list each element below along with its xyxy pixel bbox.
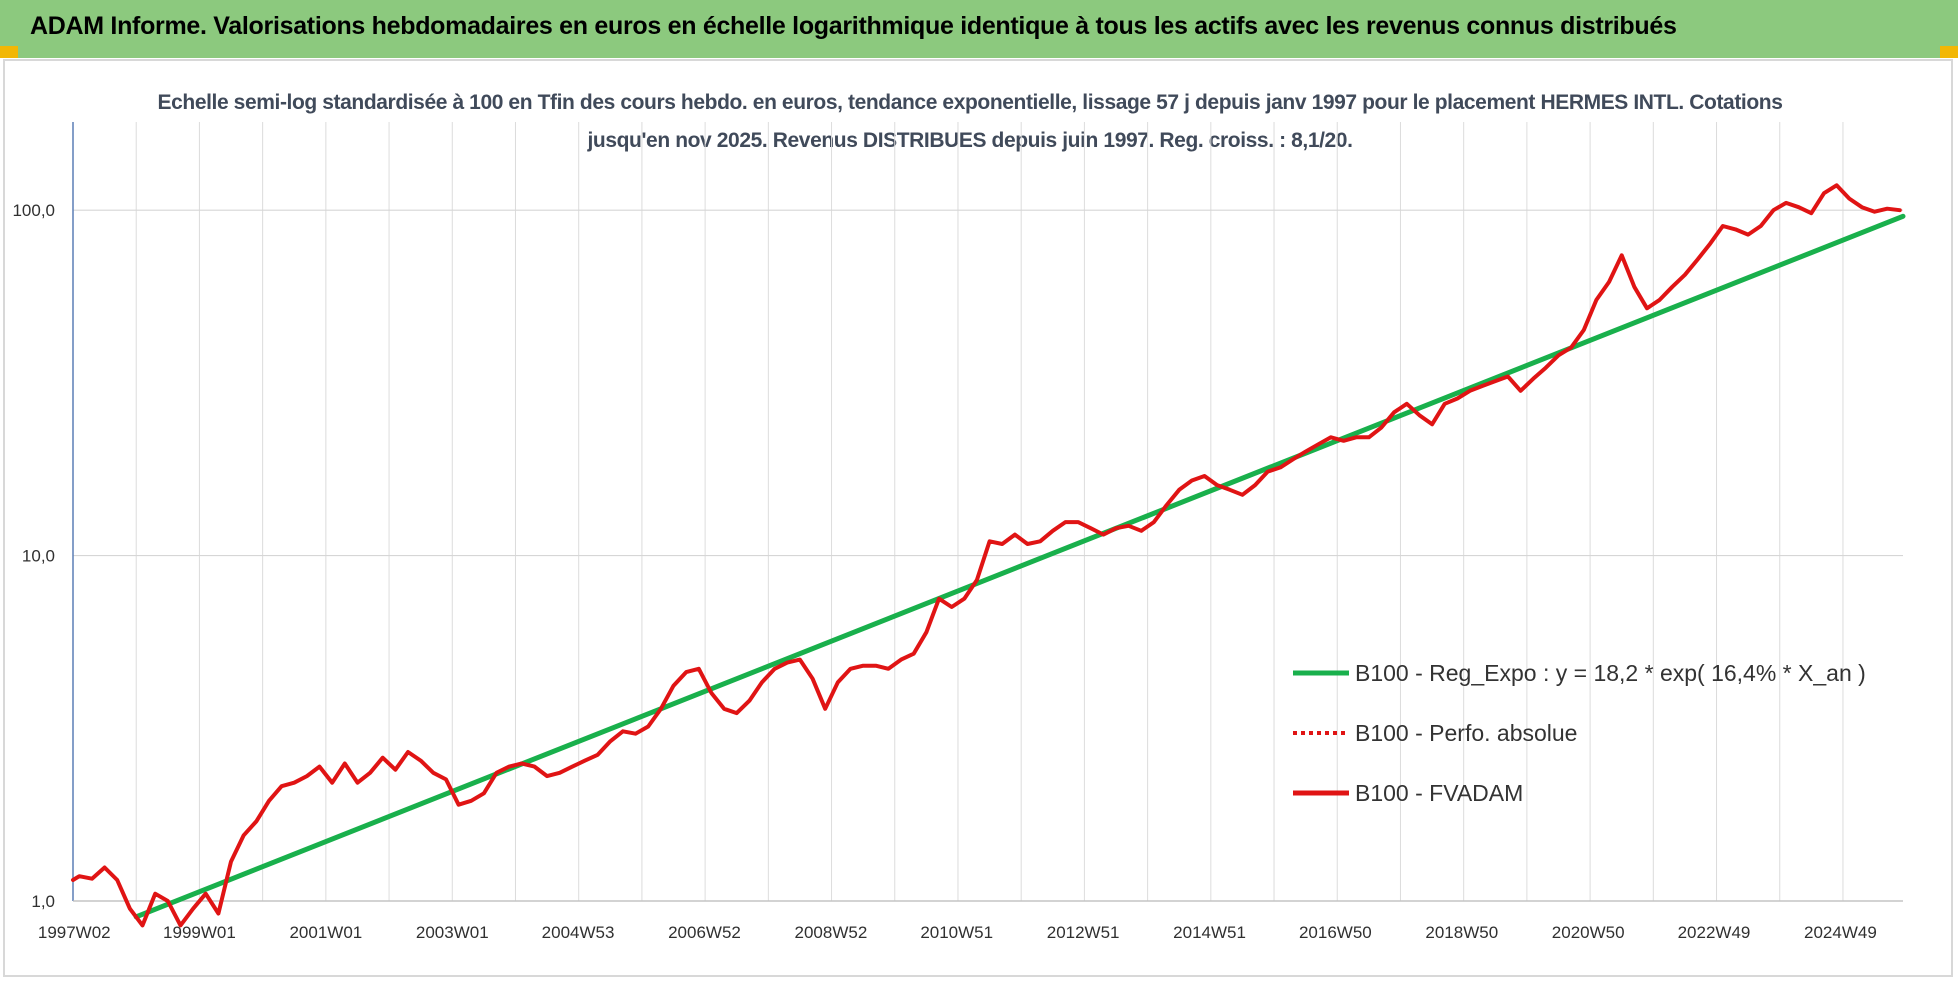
y-tick-label: 10,0	[22, 547, 55, 566]
x-tick-label: 2010W51	[920, 923, 993, 942]
legend-label: B100 - FVADAM	[1355, 780, 1523, 806]
header-title: ADAM Informe. Valorisations hebdomadaire…	[30, 12, 1677, 40]
x-tick-label: 2008W52	[795, 923, 868, 942]
chart-title: Echelle semi-log standardisée à 100 en T…	[157, 91, 1783, 152]
x-tick-label: 2022W49	[1678, 923, 1751, 942]
x-tick-label: 2006W52	[668, 923, 741, 942]
x-tick-label: 2024W49	[1804, 923, 1877, 942]
chart-frame	[3, 59, 1953, 977]
x-tick-label: 2016W50	[1299, 923, 1372, 942]
x-tick-label: 1999W01	[163, 923, 236, 942]
x-tick-label: 1997W02	[38, 923, 111, 942]
legend-label: B100 - Perfo. absolue	[1355, 720, 1577, 746]
y-tick-label: 100,0	[12, 201, 55, 220]
legend-label: B100 - Reg_Expo : y = 18,2 * exp( 16,4% …	[1355, 660, 1866, 686]
series-lines	[71, 183, 1906, 928]
axes	[72, 122, 1903, 902]
series-line-2	[71, 183, 1902, 928]
x-tick-label: 2003W01	[416, 923, 489, 942]
legend: B100 - Reg_Expo : y = 18,2 * exp( 16,4% …	[1293, 660, 1866, 806]
x-tick-label: 2018W50	[1425, 923, 1498, 942]
x-tick-label: 2012W51	[1047, 923, 1120, 942]
series-line-0	[133, 213, 1906, 920]
grid	[73, 122, 1903, 902]
x-tick-label: 2014W51	[1173, 923, 1246, 942]
x-tick-label: 2020W50	[1552, 923, 1625, 942]
corner-marker-right	[1940, 46, 1958, 58]
x-tick-label: 2001W01	[289, 923, 362, 942]
corner-marker-left	[0, 46, 18, 58]
y-tick-label: 1,0	[31, 892, 55, 911]
tick-labels: 1,0 10,0 100,0 1997W02 1999W01 2001W01 2003W01…	[12, 201, 1876, 942]
x-tick-label: 2004W53	[542, 923, 615, 942]
header-bar: ADAM Informe. Valorisations hebdomadaire…	[0, 0, 1958, 58]
